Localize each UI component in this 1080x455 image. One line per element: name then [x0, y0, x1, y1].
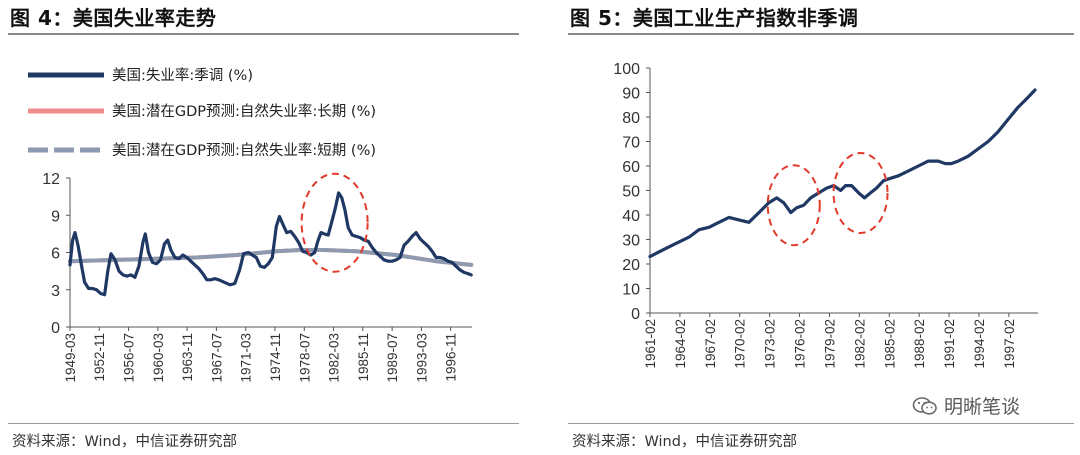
x-tick-label: 1982-03 [327, 333, 342, 383]
x-tick-label: 1979-02 [822, 319, 837, 369]
series-line-0 [68, 191, 473, 297]
legend-label-2: 美国:潜在GDP预测:自然失业率:短期 (%) [112, 142, 376, 159]
y-tick-label: 60 [622, 159, 640, 176]
y-tick-label: 0 [51, 320, 60, 337]
y-tick-label: 6 [51, 246, 60, 263]
left-source-rule [8, 423, 519, 424]
x-tick-label: 1956-07 [122, 333, 137, 383]
x-tick-label: 1982-02 [852, 319, 867, 369]
y-tick-label: 0 [631, 306, 640, 323]
y-tick-label: 40 [622, 208, 640, 225]
x-tick-label: 1996-11 [444, 333, 459, 382]
highlight-ellipse [766, 164, 821, 247]
x-tick-label: 1960-03 [151, 333, 166, 383]
watermark: 明晰笔谈 [912, 392, 1020, 419]
industrial-production-chart: 0 10 20 30 40 50 60 70 80 90 100 1961-02 1964-02 1967… [613, 61, 1038, 369]
legend-label-0: 美国:失业率:季调 (%) [112, 67, 253, 84]
left-figure-title: 图 4：美国失业率走势 [10, 6, 217, 30]
x-tick-label: 1988-02 [912, 319, 927, 369]
x-tick-label: 1974-11 [268, 333, 283, 382]
right-figure-panel: 图 5：美国工业生产指数非季调 0 10 20 30 40 50 60 70 80 90 100 19… [560, 0, 1080, 455]
y-tick-label: 70 [622, 135, 640, 152]
watermark-text: 明晰笔谈 [944, 396, 1021, 418]
x-tick-label: 1985-11 [356, 333, 371, 382]
x-tick-label: 1967-07 [209, 333, 224, 383]
y-tick-label: 80 [622, 110, 640, 127]
x-tick-label: 1978-07 [297, 333, 312, 383]
highlight-ellipse [300, 172, 369, 273]
x-tick-label: 1971-03 [239, 333, 254, 383]
x-tick-label: 1970-02 [733, 319, 748, 369]
left-source-note: 资料来源：Wind，中信证券研究部 [12, 434, 237, 450]
x-tick-label: 1993-03 [414, 333, 429, 383]
y-tick-label: 30 [622, 233, 640, 250]
x-tick-label: 1994-02 [972, 319, 987, 369]
y-tick-label: 90 [622, 86, 640, 103]
y-tick-label: 20 [622, 257, 640, 274]
left-title-rule [8, 33, 519, 35]
left-figure-panel: 图 4：美国失业率走势 0 3 6 9 12 1949-03 1952-11 1956-07 1… [0, 0, 525, 455]
unemployment-chart: 0 3 6 9 12 1949-03 1952-11 1956-07 1960-03 1963-1… [28, 67, 474, 383]
y-tick-label: 12 [42, 171, 60, 188]
x-tick-label: 1961-02 [643, 319, 658, 369]
x-tick-label: 1985-02 [882, 319, 897, 369]
y-tick-label: 100 [613, 61, 640, 78]
right-source-rule [568, 423, 1074, 424]
right-source-note: 资料来源：Wind，中信证券研究部 [572, 434, 797, 450]
x-tick-label: 1963-11 [180, 333, 195, 382]
x-tick-label: 1997-02 [1002, 319, 1017, 369]
y-tick-label: 9 [51, 208, 60, 225]
x-tick-label: 1949-03 [63, 333, 78, 383]
x-tick-label: 1989-07 [385, 333, 400, 383]
x-tick-label: 1991-02 [942, 319, 957, 369]
series-line-0 [648, 88, 1037, 259]
y-tick-label: 50 [622, 184, 640, 201]
x-tick-label: 1973-02 [763, 319, 778, 369]
y-tick-label: 10 [622, 282, 640, 299]
y-tick-label: 3 [51, 283, 60, 300]
highlight-ellipse [832, 151, 889, 234]
x-tick-label: 1967-02 [703, 319, 718, 369]
legend-label-1: 美国:潜在GDP预测:自然失业率:长期 (%) [112, 103, 376, 120]
x-tick-label: 1952-11 [92, 333, 107, 382]
x-tick-label: 1964-02 [673, 319, 688, 369]
wechat-icon [912, 396, 937, 415]
right-title-rule [568, 33, 1074, 35]
x-tick-label: 1976-02 [793, 319, 808, 369]
right-figure-title: 图 5：美国工业生产指数非季调 [570, 6, 859, 30]
